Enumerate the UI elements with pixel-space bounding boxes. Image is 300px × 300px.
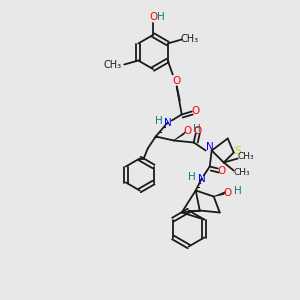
Text: O: O [218, 166, 226, 176]
Polygon shape [174, 131, 186, 140]
Text: H: H [234, 187, 242, 196]
Text: CH₃: CH₃ [237, 152, 254, 161]
Text: N: N [198, 173, 206, 184]
Text: CH₃: CH₃ [181, 34, 199, 44]
Text: S: S [234, 146, 241, 155]
Text: O: O [192, 106, 200, 116]
Text: CH₃: CH₃ [103, 61, 121, 70]
Text: H: H [155, 116, 163, 125]
Text: H: H [193, 124, 201, 134]
Polygon shape [214, 191, 226, 196]
Text: CH₃: CH₃ [233, 168, 250, 177]
Text: O: O [172, 76, 181, 85]
Text: H: H [157, 12, 165, 22]
Text: O: O [149, 12, 157, 22]
Text: O: O [224, 188, 232, 197]
Text: O: O [184, 125, 192, 136]
Text: H: H [188, 172, 196, 182]
Text: O: O [194, 125, 202, 136]
Text: N: N [164, 118, 172, 128]
Text: N: N [206, 142, 214, 152]
